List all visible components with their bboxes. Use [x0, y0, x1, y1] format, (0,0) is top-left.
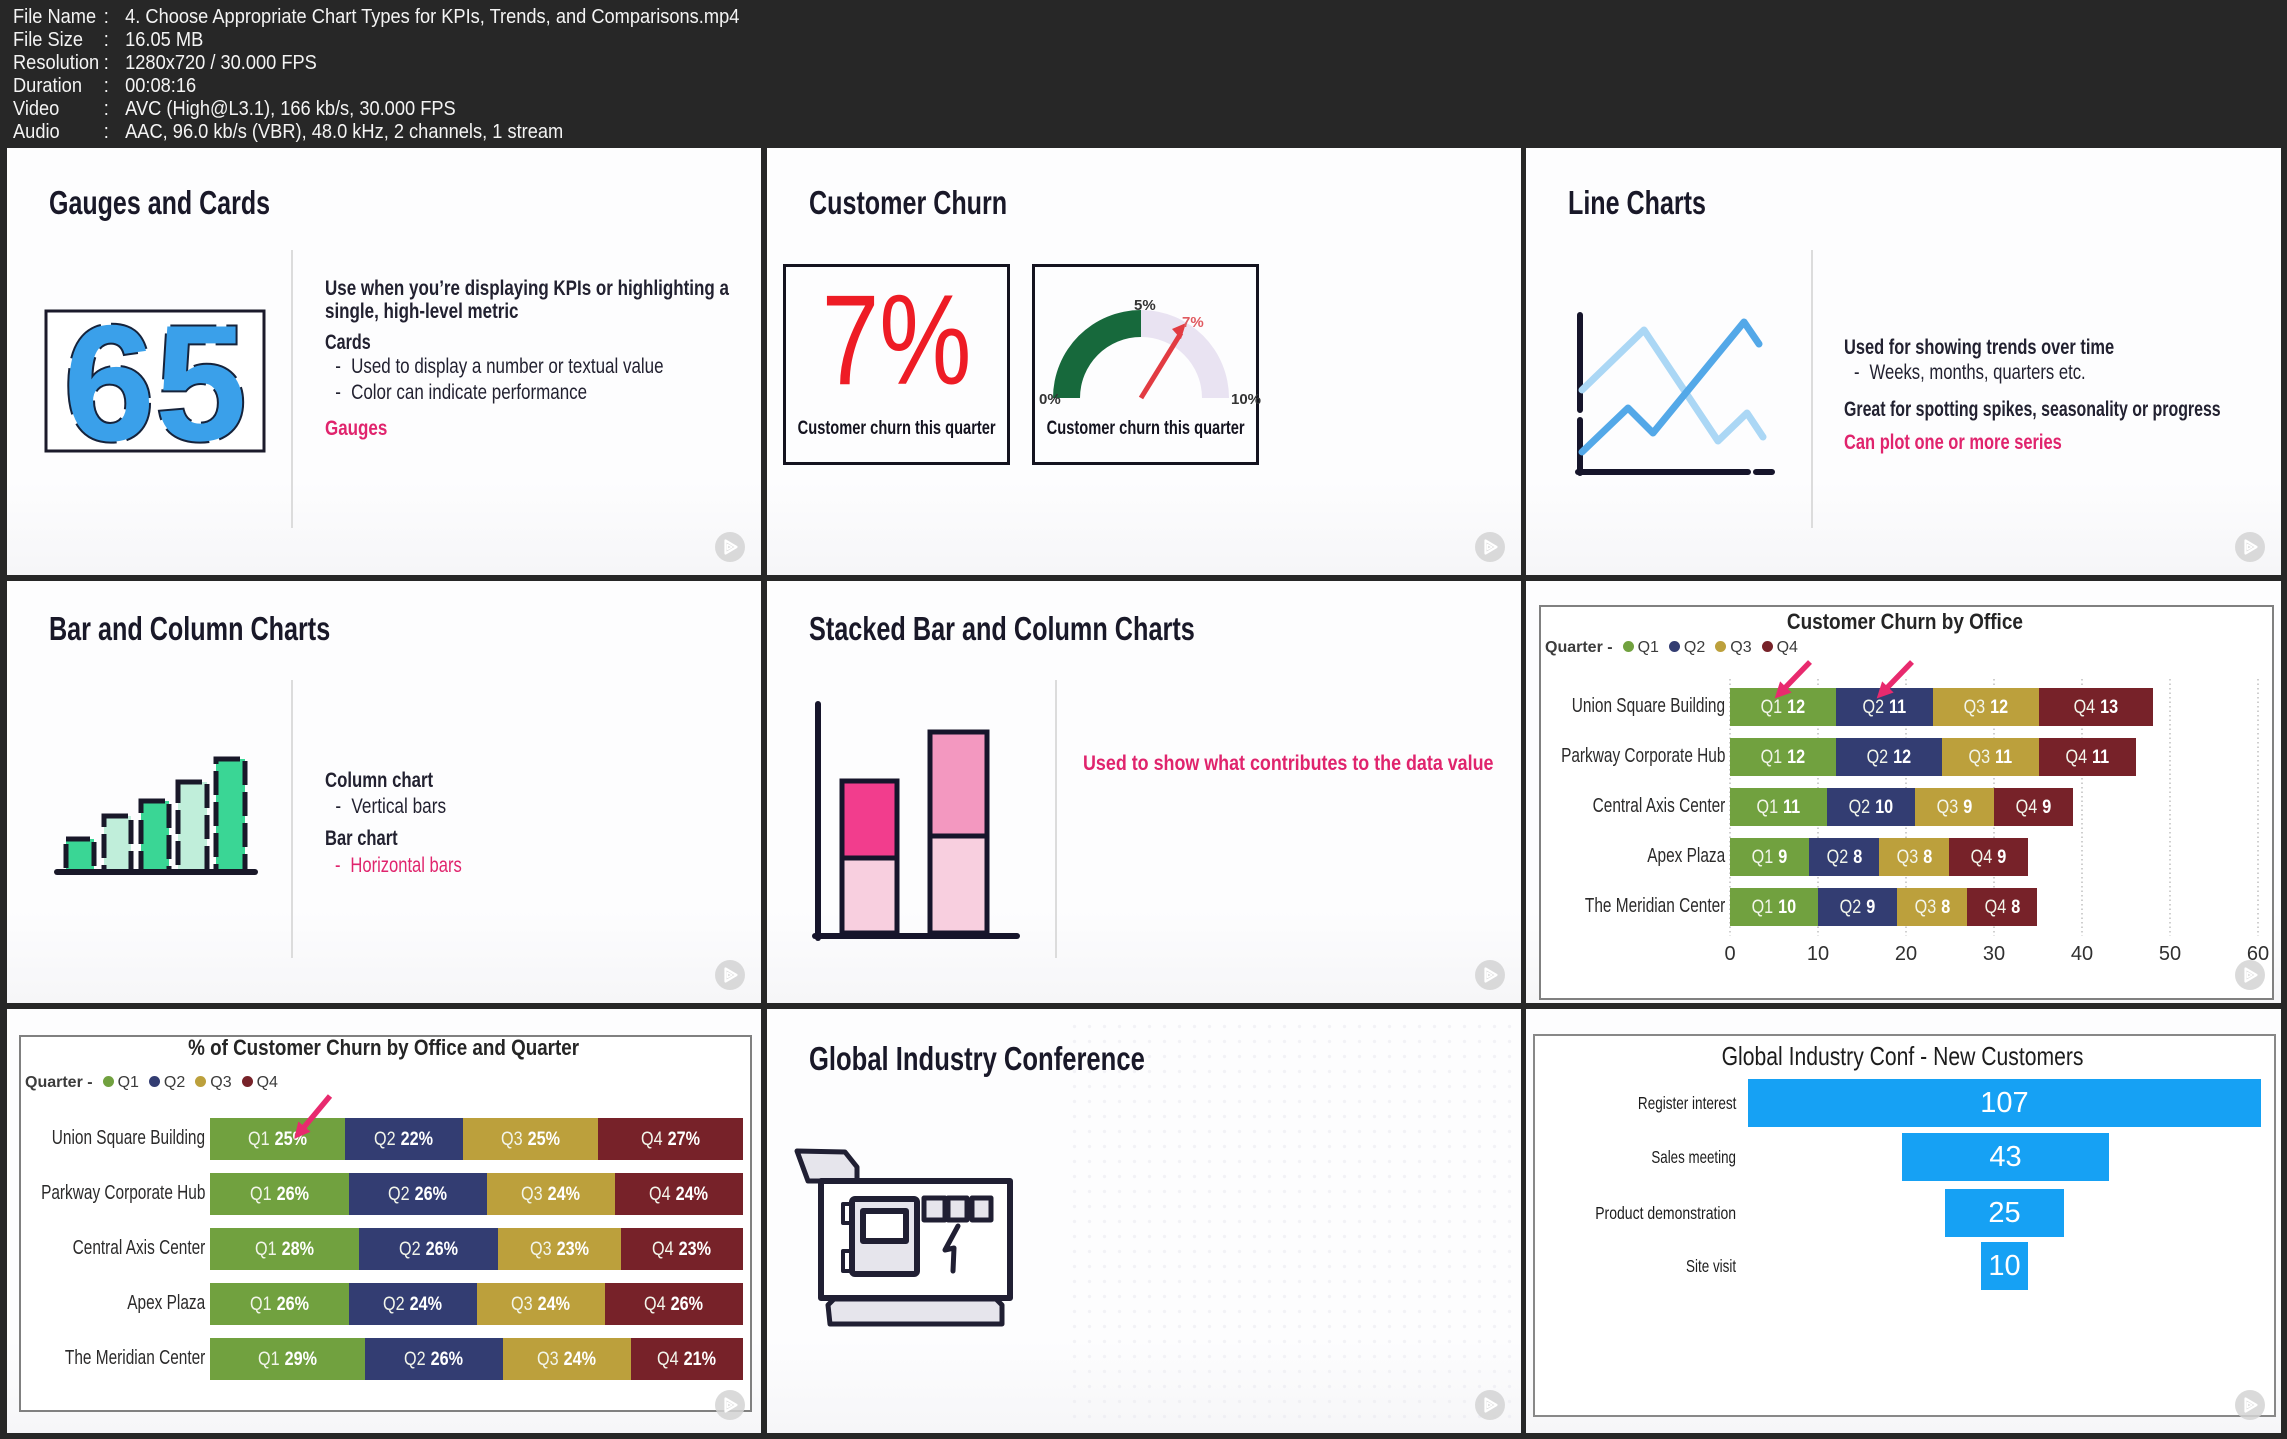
svg-text:0%: 0% — [1039, 391, 1061, 408]
svg-text:10%: 10% — [1231, 391, 1261, 408]
svg-text:65: 65 — [63, 309, 247, 453]
svg-text:5%: 5% — [1134, 297, 1156, 314]
svg-text:7%: 7% — [1182, 314, 1204, 331]
